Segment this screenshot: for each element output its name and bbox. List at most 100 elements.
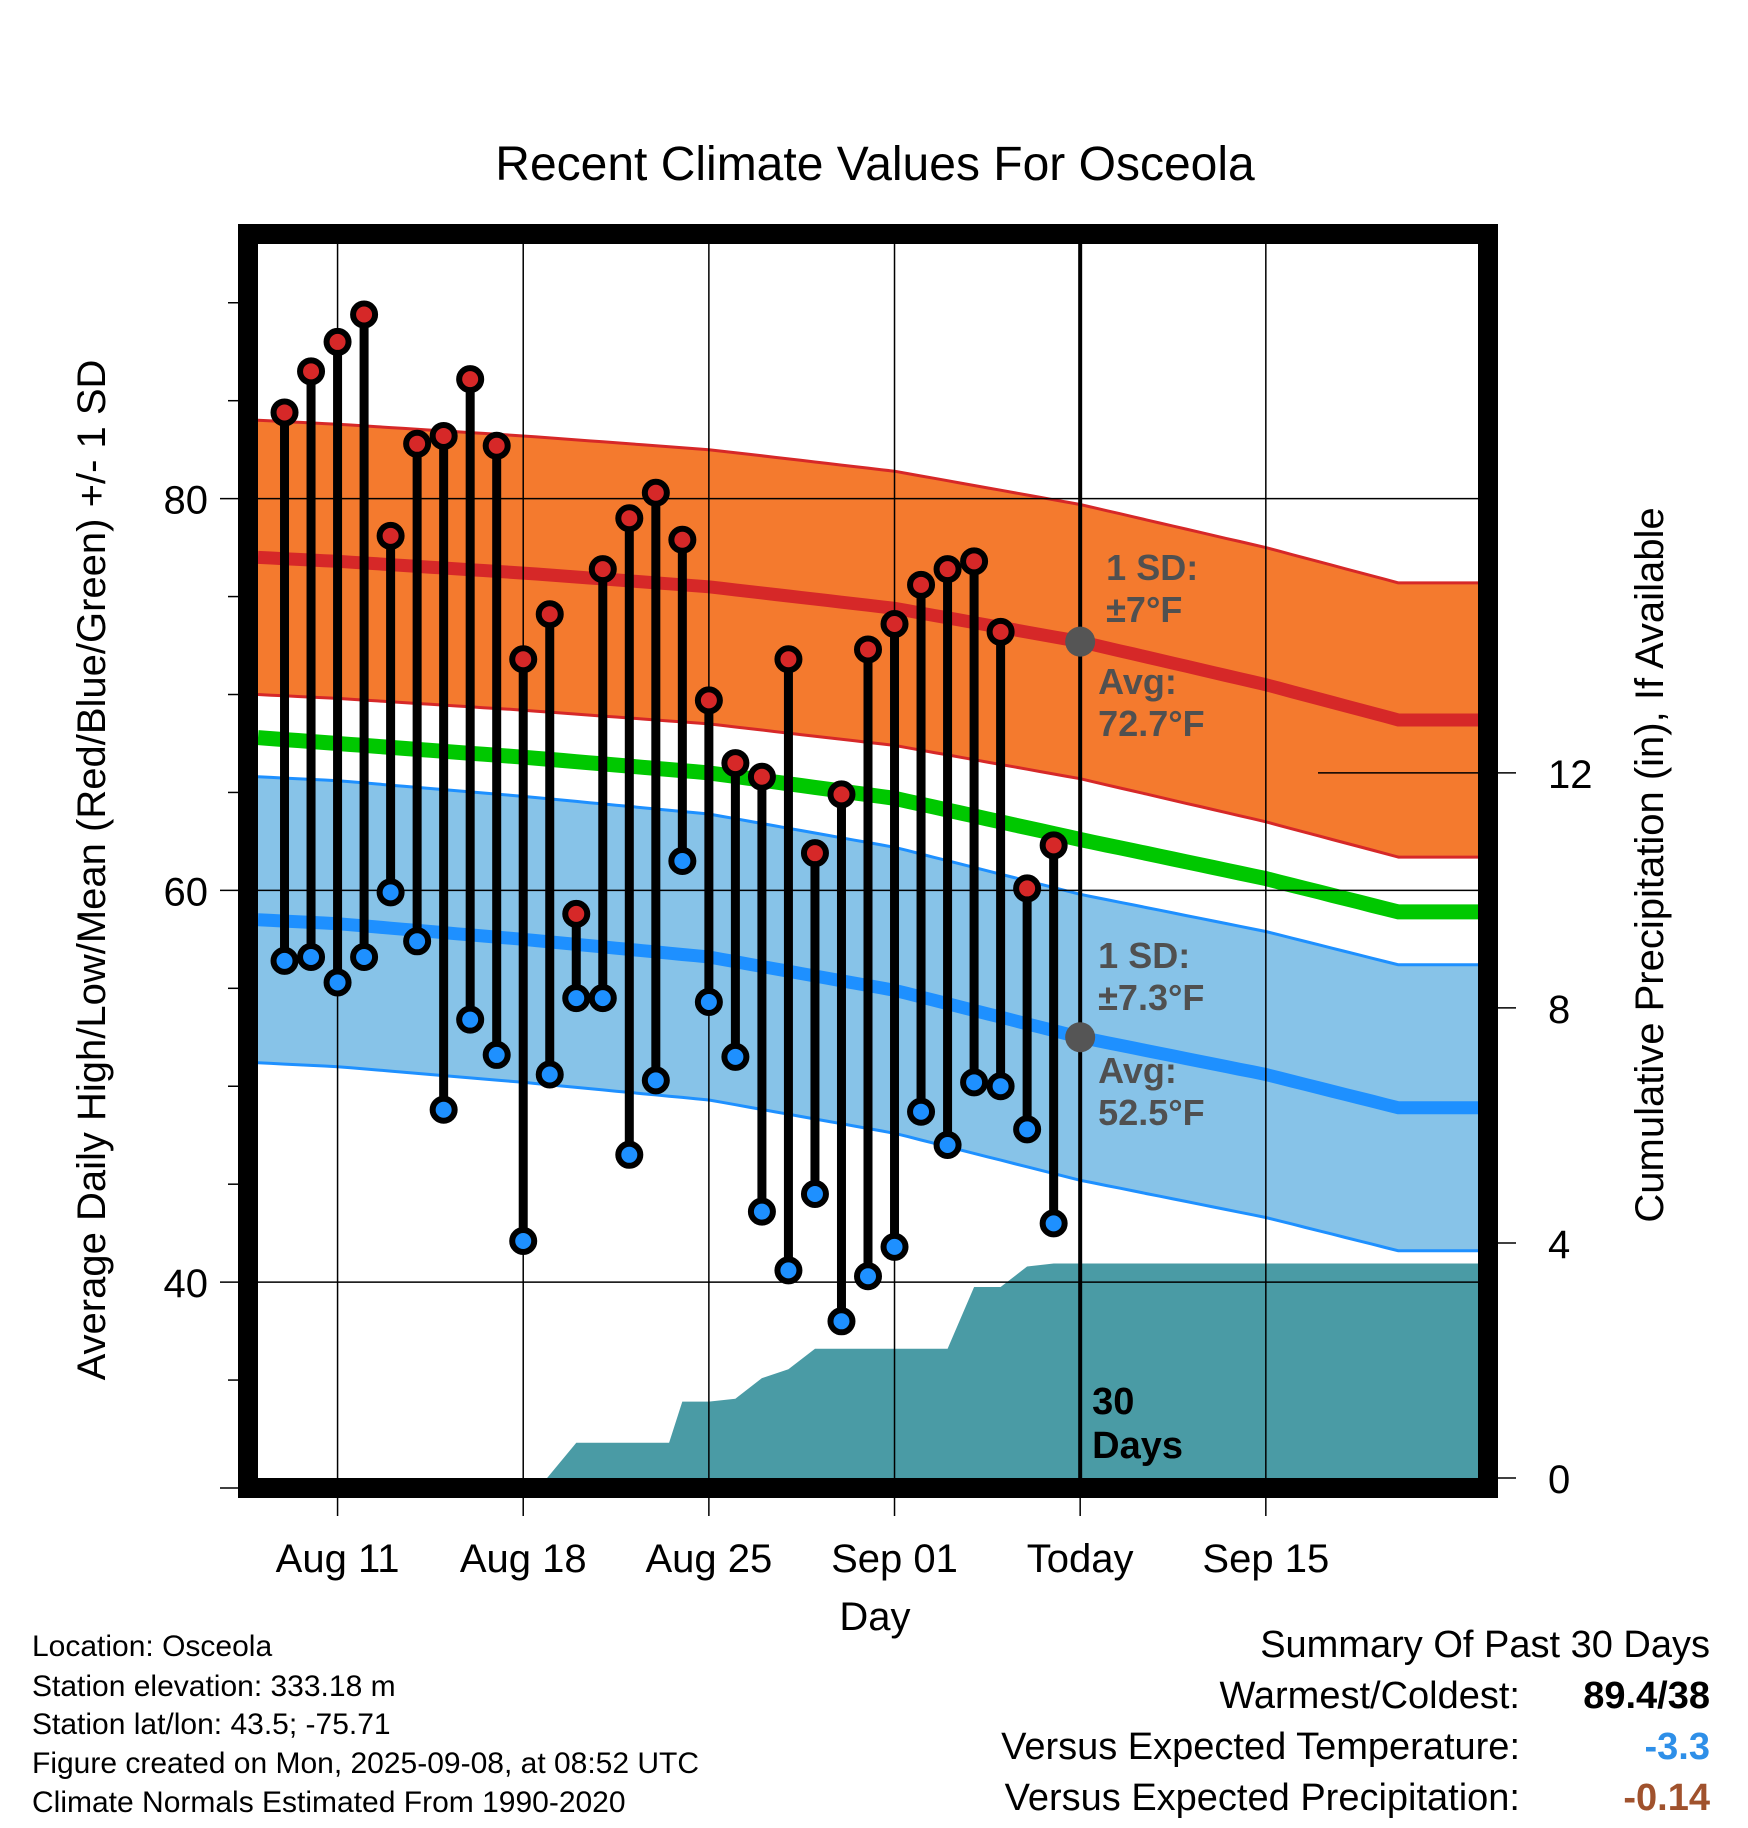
low-point — [854, 1262, 882, 1291]
y-tick-label: 80 — [164, 479, 209, 523]
low-sd-annotation: 1 SD: ±7.3°F — [1098, 935, 1204, 1018]
summary-warmest: Warmest/Coldest: 89.4/38 — [1219, 1675, 1710, 1718]
high-point — [800, 839, 829, 868]
high-point — [615, 504, 644, 533]
summary-precip-label: Versus Expected Precipitation: — [1004, 1777, 1520, 1819]
y2-axis-label: Cumulative Precipitation (in), If Availa… — [1628, 507, 1672, 1222]
high-point — [403, 429, 432, 458]
low-point — [270, 946, 299, 975]
high-point — [986, 617, 1015, 646]
y-tick-label: 60 — [164, 870, 209, 914]
y2-tick-label: 0 — [1548, 1458, 1570, 1502]
y-tick-label: 40 — [164, 1262, 209, 1306]
high-point — [270, 398, 299, 427]
x-axis-label: Day — [839, 1595, 910, 1639]
low-point — [800, 1179, 829, 1208]
low-point — [827, 1307, 856, 1336]
days-annotation: 30 Days — [1092, 1381, 1183, 1467]
low-point — [323, 968, 352, 997]
high-point — [350, 300, 379, 329]
x-tick-label: Aug 11 — [276, 1537, 400, 1581]
high-point — [747, 762, 776, 791]
high-point — [297, 357, 326, 386]
low-point — [1013, 1115, 1042, 1144]
high-point — [880, 609, 909, 638]
low-point — [694, 988, 723, 1017]
low-point — [376, 878, 405, 907]
y2-tick-label: 12 — [1548, 753, 1593, 797]
summary-temperature: Versus Expected Temperature: -3.3 — [1001, 1726, 1710, 1769]
low-point — [668, 847, 697, 875]
high-point — [960, 547, 989, 576]
y-axis-label: Average Daily High/Low/Mean (Red/Blue/Gr… — [70, 360, 114, 1381]
high-point — [588, 555, 617, 584]
high-sd-upper — [258, 418, 1478, 585]
low-point — [747, 1197, 776, 1226]
low-avg-marker — [1065, 1022, 1096, 1053]
high-point — [429, 421, 458, 450]
low-point — [721, 1042, 750, 1071]
low-point — [456, 1005, 485, 1034]
low-point — [429, 1095, 458, 1124]
precip-area — [547, 1263, 1478, 1478]
chart-title: Recent Climate Values For Osceola — [495, 138, 1255, 191]
low-point — [615, 1140, 644, 1169]
low-point — [933, 1131, 962, 1160]
summary-temp-label: Versus Expected Temperature: — [1001, 1726, 1520, 1768]
summary-precip-value: -0.14 — [1623, 1777, 1710, 1819]
high-point — [721, 749, 750, 778]
footer-location: Location: Osceola — [32, 1630, 273, 1663]
footer-created: Figure created on Mon, 2025-09-08, at 08… — [32, 1747, 700, 1780]
x-tick-label: Sep 15 — [1202, 1537, 1329, 1581]
high-point — [1013, 874, 1042, 903]
high-sd-annotation: 1 SD: ±7°F — [1106, 547, 1198, 630]
x-tick-label: Aug 18 — [460, 1537, 587, 1581]
footer-normals: Climate Normals Estimated From 1990-2020 — [32, 1786, 626, 1819]
plot-area — [258, 244, 1478, 1478]
high-point — [323, 327, 352, 356]
high-point — [482, 431, 511, 460]
summary-title: Summary Of Past 30 Days — [1260, 1624, 1710, 1666]
high-point — [854, 635, 882, 664]
low-point — [774, 1256, 803, 1285]
low-point — [907, 1097, 936, 1126]
low-point — [588, 984, 617, 1013]
low-point — [562, 984, 591, 1013]
plot-frame — [238, 224, 1498, 1498]
high-avg-line — [258, 550, 1478, 727]
low-point — [482, 1040, 511, 1069]
low-point — [297, 942, 326, 971]
high-point — [641, 478, 670, 507]
high-point — [774, 645, 803, 674]
x-tick-label: Today — [1027, 1537, 1134, 1581]
high-point — [376, 521, 405, 550]
high-point — [1039, 831, 1068, 860]
summary-warmest-value: 89.4/38 — [1583, 1675, 1710, 1717]
high-point — [694, 686, 723, 715]
footer-latlon: Station lat/lon: 43.5; -75.71 — [32, 1708, 391, 1741]
footer-elevation: Station elevation: 333.18 m — [32, 1670, 396, 1703]
high-point — [907, 570, 936, 599]
high-avg-annotation: Avg: 72.7°F — [1098, 661, 1204, 744]
low-point — [960, 1068, 989, 1097]
low-point — [1039, 1209, 1068, 1238]
summary-warmest-label: Warmest/Coldest: — [1219, 1675, 1520, 1717]
low-point — [535, 1060, 564, 1089]
high-point — [827, 780, 856, 809]
x-tick-label: Sep 01 — [831, 1537, 958, 1581]
high-avg-marker — [1065, 626, 1096, 657]
low-point — [509, 1226, 538, 1255]
low-point — [350, 942, 379, 971]
summary-precipitation: Versus Expected Precipitation: -0.14 — [1005, 1777, 1710, 1820]
low-point — [403, 927, 432, 956]
y2-tick-label: 8 — [1548, 988, 1570, 1032]
high-point — [509, 645, 538, 674]
high-point — [668, 525, 697, 554]
summary-temp-value: -3.3 — [1644, 1726, 1710, 1768]
low-point — [986, 1072, 1015, 1101]
x-tick-label: Aug 25 — [645, 1537, 772, 1581]
low-point — [880, 1232, 909, 1261]
high-point — [933, 555, 962, 584]
low-point — [641, 1066, 670, 1095]
